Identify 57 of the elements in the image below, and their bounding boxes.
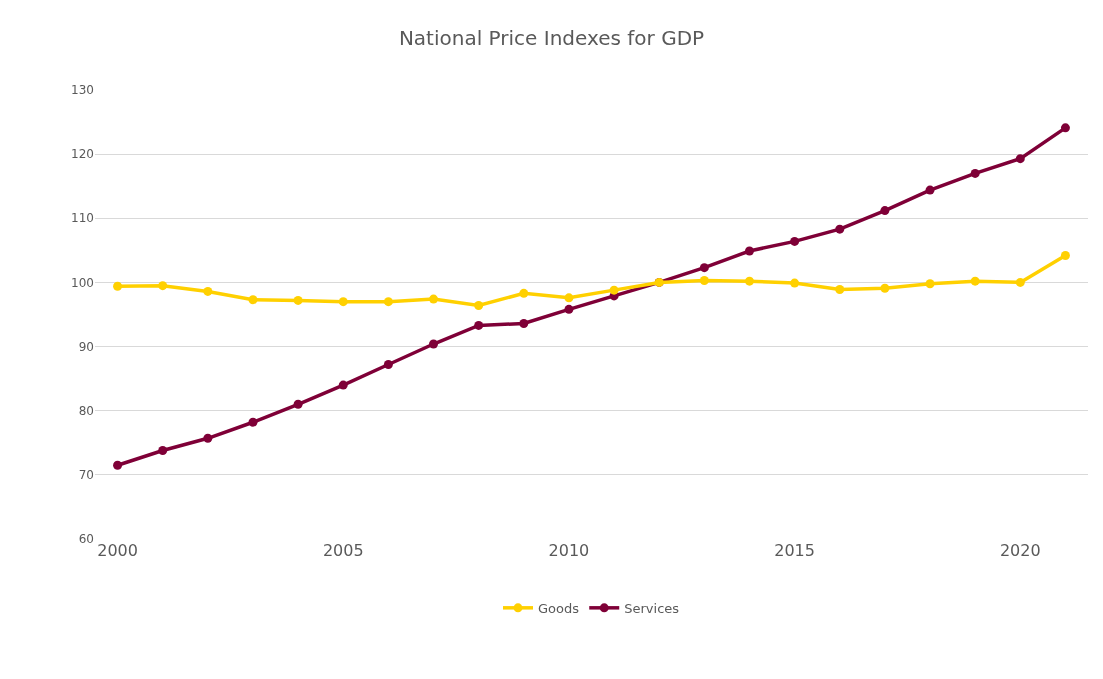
point — [970, 168, 980, 178]
x-tick-label: 2000 — [97, 541, 138, 560]
point — [474, 301, 484, 311]
y-tick-label: 60 — [78, 532, 94, 547]
y-tick-label: 90 — [78, 339, 94, 354]
point — [1015, 154, 1025, 164]
point — [338, 297, 348, 307]
point — [609, 285, 619, 295]
x-tick-label: 2005 — [322, 541, 364, 560]
point — [1015, 277, 1025, 287]
point — [925, 185, 935, 195]
point — [383, 297, 393, 307]
y-tick-label: 110 — [71, 211, 94, 226]
y-tick-label: 130 — [71, 83, 94, 98]
point — [519, 288, 529, 298]
y-tick-label: 70 — [78, 468, 94, 483]
point — [744, 246, 754, 256]
point — [293, 295, 303, 305]
point — [203, 286, 213, 296]
point — [835, 284, 845, 294]
point — [880, 283, 890, 293]
point — [564, 304, 574, 314]
point — [699, 263, 709, 273]
point — [474, 320, 484, 330]
x-tick-label: 2010 — [548, 541, 590, 560]
legend-label: Services — [624, 600, 680, 616]
point — [790, 236, 800, 246]
y-tick-label: 80 — [78, 403, 94, 418]
point — [429, 339, 439, 349]
point — [790, 278, 800, 288]
y-tick-label: 100 — [71, 275, 94, 290]
point — [158, 281, 168, 291]
point — [113, 460, 123, 470]
point — [293, 399, 303, 409]
point — [970, 276, 980, 286]
chart-title: National Price Indexes for GDP — [398, 25, 705, 50]
point — [429, 294, 439, 304]
point — [338, 380, 348, 390]
point — [1060, 250, 1070, 260]
x-tick-label: 2015 — [774, 541, 815, 560]
point — [248, 417, 258, 427]
y-tick-label: 120 — [71, 147, 94, 162]
point — [1060, 123, 1070, 133]
point — [203, 433, 213, 443]
x-tick-label: 2020 — [999, 541, 1041, 560]
point — [564, 293, 574, 303]
point — [699, 276, 709, 285]
point — [925, 279, 935, 289]
point — [248, 295, 258, 305]
point — [519, 318, 529, 328]
point — [383, 360, 393, 370]
point — [835, 224, 845, 234]
point — [113, 281, 123, 291]
point — [880, 206, 890, 216]
point — [158, 445, 168, 455]
point — [744, 276, 754, 286]
legend-label: Goods — [538, 600, 580, 616]
